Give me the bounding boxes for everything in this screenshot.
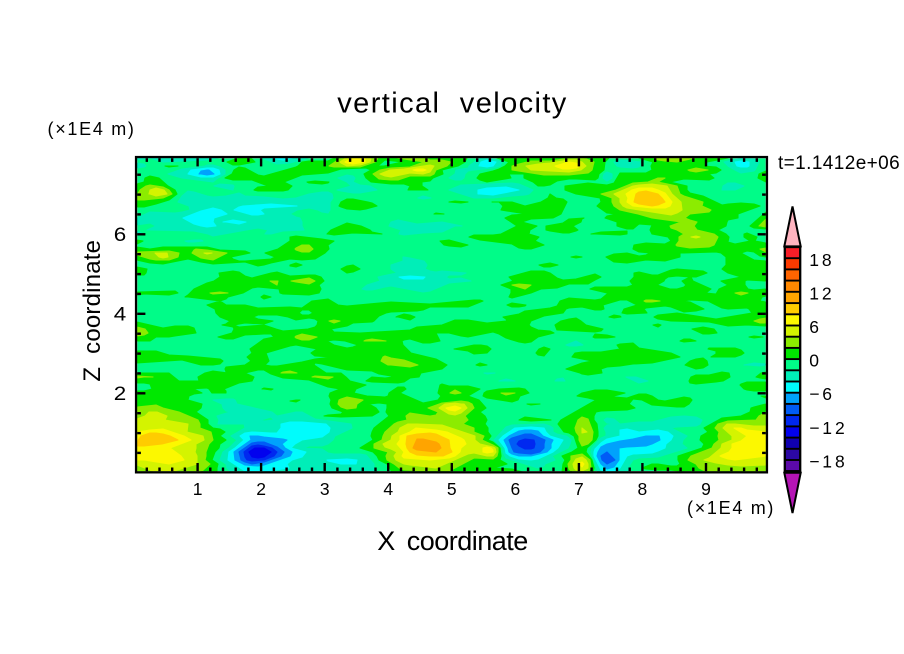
svg-text:7: 7 xyxy=(574,479,584,499)
svg-text:−6: −6 xyxy=(809,384,835,404)
svg-text:12: 12 xyxy=(809,283,834,303)
svg-text:2: 2 xyxy=(114,384,127,405)
svg-text:5: 5 xyxy=(447,479,457,499)
svg-text:6: 6 xyxy=(114,225,127,246)
svg-text:2: 2 xyxy=(256,479,266,499)
svg-text:Z coordinate: Z coordinate xyxy=(79,240,106,382)
svg-text:(×1E4 m): (×1E4 m) xyxy=(687,498,775,518)
svg-text:0: 0 xyxy=(809,350,822,370)
svg-text:9: 9 xyxy=(701,479,711,499)
svg-text:(×1E4 m): (×1E4 m) xyxy=(48,119,136,139)
svg-text:8: 8 xyxy=(638,479,648,499)
svg-text:X coordinate: X coordinate xyxy=(377,526,528,556)
svg-text:−12: −12 xyxy=(809,418,847,438)
svg-text:18: 18 xyxy=(809,250,834,270)
svg-text:t=1.1412e+06: t=1.1412e+06 xyxy=(778,153,900,174)
svg-text:−18: −18 xyxy=(809,451,847,471)
svg-text:vertical velocity: vertical velocity xyxy=(337,87,567,119)
svg-text:4: 4 xyxy=(114,305,127,326)
svg-text:6: 6 xyxy=(809,317,822,337)
svg-text:1: 1 xyxy=(193,479,203,499)
svg-text:6: 6 xyxy=(511,479,521,499)
svg-text:3: 3 xyxy=(320,479,330,499)
svg-text:4: 4 xyxy=(383,479,393,499)
